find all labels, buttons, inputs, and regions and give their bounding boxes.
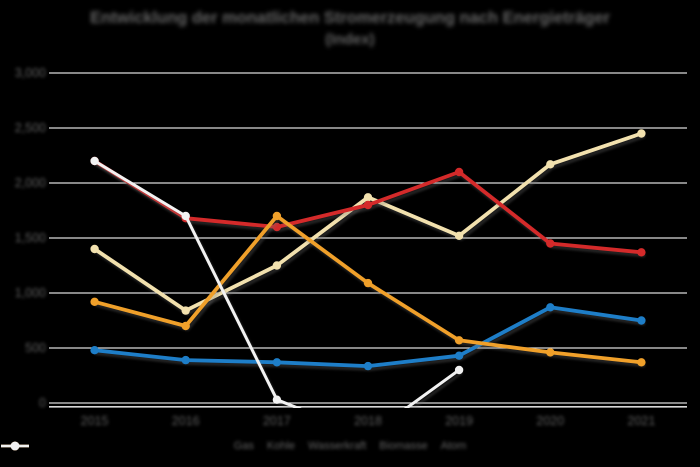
data-point-Atom-2015: [90, 156, 99, 166]
x-axis-tick-label: 2021: [627, 414, 656, 428]
data-point-Gas-2020: [546, 160, 555, 169]
x-axis-tick-label: 2017: [262, 414, 291, 428]
series-Biomasse: [90, 211, 646, 367]
data-point-Gas-2019: [454, 231, 464, 240]
data-point-Wasserkraft-2017: [272, 358, 282, 367]
series-line-Atom: [93, 159, 461, 408]
legend-item-Gas: Gas: [1, 440, 254, 452]
x-axis-tick-label: 2016: [171, 414, 200, 428]
data-point-Gas-2015: [90, 244, 99, 254]
chart-subtitle: (Index): [325, 31, 375, 48]
legend-item-label: Biomasse: [379, 440, 428, 452]
series-Wasserkraft: [90, 303, 646, 371]
series-Gas: [90, 129, 646, 315]
data-point-Kohle-2017: [272, 222, 282, 232]
legend-item-label: Kohle: [266, 440, 296, 452]
data-point-Biomasse-2018: [363, 278, 373, 288]
series-line-Wasserkraft: [92, 305, 644, 368]
data-point-Gas-2016: [181, 306, 190, 315]
chart-title: Entwicklung der monatlichen Stromerzeugu…: [90, 9, 610, 27]
y-axis-tick-label: 3,000: [14, 66, 46, 80]
legend-item-Biomasse: Biomasse: [1, 440, 428, 452]
legend-item-Wasserkraft: Wasserkraft: [1, 440, 367, 452]
x-axis-tick-label: 2018: [354, 414, 382, 428]
data-point-Wasserkraft-2016: [181, 355, 190, 365]
x-axis-tick-label: 2015: [80, 414, 109, 428]
data-point-Gas-2017: [272, 261, 282, 270]
data-point-Wasserkraft-2020: [546, 303, 555, 312]
data-point-Wasserkraft-2018: [363, 361, 373, 371]
data-point-Atom-2019: [454, 365, 464, 375]
y-axis-tick-label: 500: [25, 341, 46, 355]
legend-item-label: Gas: [233, 440, 254, 452]
data-point-Wasserkraft-2021: [637, 316, 646, 325]
data-point-Biomasse-2016: [181, 321, 190, 331]
series-Atom: [90, 156, 464, 440]
y-axis-tick-label: 1,500: [14, 231, 46, 245]
series-Kohle: [90, 156, 646, 257]
x-axis-tick-label: 2019: [445, 414, 474, 428]
data-point-Kohle-2021: [637, 248, 646, 257]
data-point-Kohle-2018: [363, 200, 373, 210]
data-point-Kohle-2020: [546, 239, 555, 248]
data-point-Biomasse-2019: [454, 336, 464, 345]
legend-item-label: Atom: [440, 440, 467, 452]
data-point-Wasserkraft-2019: [454, 351, 464, 360]
legend: Gas Kohle Wasserkraft Biomasse Atom: [0, 440, 700, 452]
data-point-Atom-2017: [272, 395, 282, 404]
data-point-Atom-2016: [181, 211, 190, 221]
data-point-Biomasse-2020: [546, 348, 555, 357]
y-axis-tick-label: 1,000: [14, 286, 46, 300]
y-axis-tick-label: 2,000: [14, 176, 46, 190]
data-point-Biomasse-2017: [272, 211, 282, 221]
data-point-Kohle-2019: [454, 167, 464, 177]
legend-item-Kohle: Kohle: [1, 440, 296, 452]
x-axis-tick-label: 2020: [536, 414, 565, 428]
legend-marker-icon: [1, 441, 29, 451]
y-axis-tick-label: 0: [39, 396, 46, 410]
data-point-Biomasse-2021: [637, 358, 646, 367]
data-point-Gas-2021: [637, 129, 646, 138]
data-point-Gas-2018: [363, 193, 373, 202]
legend-item-Atom: Atom: [1, 440, 467, 452]
y-axis-tick-label: 2,500: [14, 121, 46, 135]
data-point-Biomasse-2015: [90, 297, 99, 306]
data-point-Wasserkraft-2015: [90, 346, 99, 355]
data-point-Atom-2018: [364, 432, 372, 440]
legend-item-label: Wasserkraft: [308, 440, 367, 452]
